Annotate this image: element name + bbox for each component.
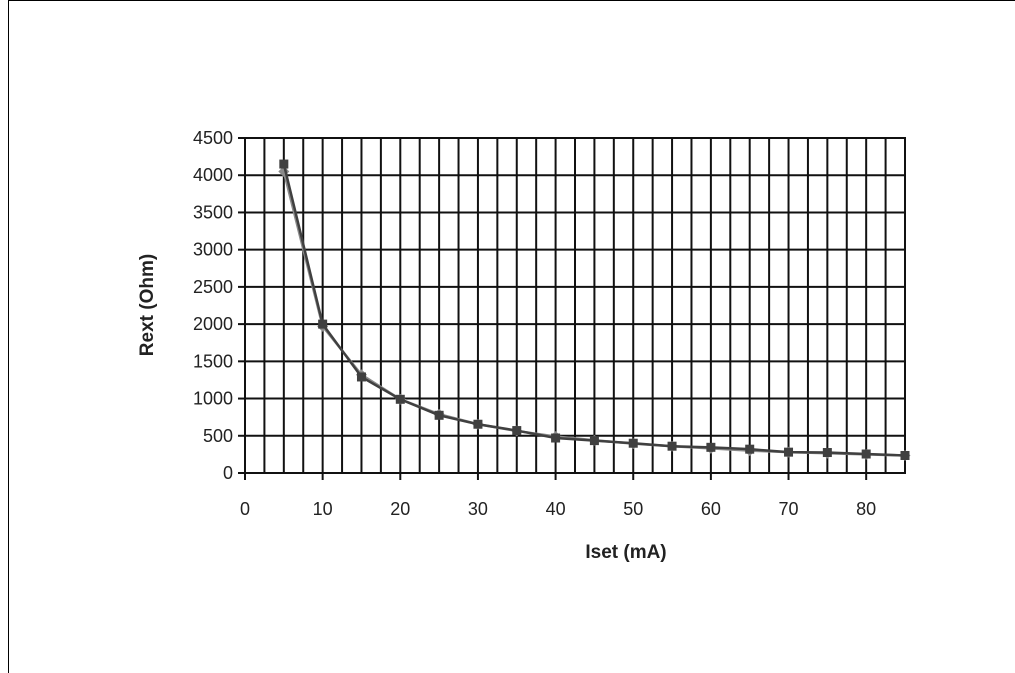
y-axis-title: Rext (Ohm) [137,254,158,356]
series-2-point [356,372,366,382]
series-2-point [784,447,794,457]
series-2-point [318,319,328,329]
series-2-point [279,159,289,169]
x-tick-label: 60 [701,499,721,519]
series-2-point [706,442,716,452]
series-2-point [434,410,444,420]
x-tick-label: 30 [468,499,488,519]
series-2-point [900,451,910,461]
x-tick-label: 0 [240,499,250,519]
x-tick-label: 10 [313,499,333,519]
x-tick-label: 80 [856,499,876,519]
y-tick-label: 1500 [193,351,233,371]
y-tick-label: 2500 [193,277,233,297]
y-tick-label: 500 [203,426,233,446]
y-tick-label: 3500 [193,202,233,222]
series-2-point [861,449,871,459]
y-tick-label: 1000 [193,389,233,409]
series-2-point [473,419,483,429]
x-tick-label: 20 [390,499,410,519]
x-axis-title: Iset (mA) [585,542,666,563]
y-tick-label: 0 [223,463,233,483]
y-tick-label: 4000 [193,165,233,185]
x-tick-label: 70 [779,499,799,519]
series-2-point [512,426,522,436]
y-tick-label: 3000 [193,240,233,260]
series-2-point [551,433,561,443]
series-layer [278,159,911,462]
series-2-point [589,436,599,446]
x-tick-label: 50 [623,499,643,519]
y-tick-label: 4500 [193,128,233,148]
series-2-point [628,438,638,448]
series-2-point [822,448,832,458]
tick-labels: 0 500 1000 1500 2000 2500 3000 3500 4000 4500 0 10 2… [193,128,876,519]
x-tick-label: 40 [546,499,566,519]
series-2-point [667,441,677,451]
series-2-point [745,444,755,454]
grid [238,137,906,480]
series-2-point [395,394,405,404]
plot-border [244,137,906,474]
y-tick-label: 2000 [193,314,233,334]
